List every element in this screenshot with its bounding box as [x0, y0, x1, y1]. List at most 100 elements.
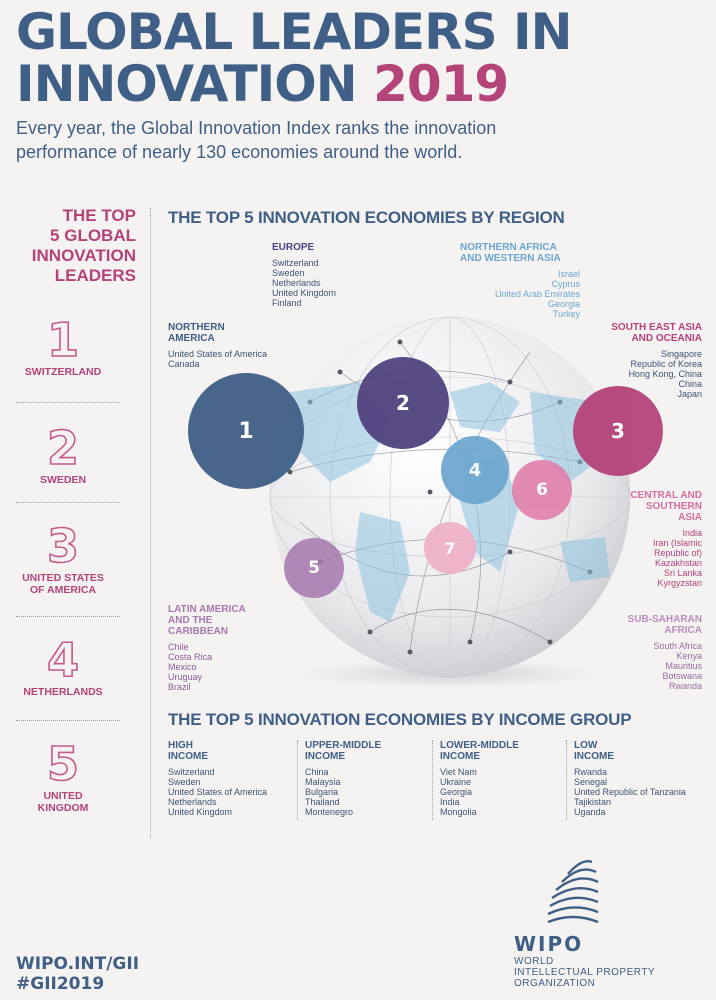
region-heading-line: SOUTHERN	[645, 501, 702, 512]
region-heading: SUB-SAHARAN AFRICA	[600, 614, 702, 636]
region-item: China	[678, 379, 702, 389]
region-marker-3: 3	[573, 386, 663, 476]
income-heading-line: INCOME	[574, 751, 614, 762]
region-heading-line: AMERICA	[168, 333, 215, 344]
region-heading-line: AND THE	[168, 615, 213, 626]
income-divider	[566, 740, 567, 820]
leaders-heading-line: THE TOP	[62, 206, 136, 225]
rank-country-line: OF AMERICA	[29, 584, 97, 596]
income-item: Switzerland	[168, 767, 215, 777]
region-heading-line: ASIA	[678, 512, 702, 523]
leaders-heading-line: INNOVATION	[31, 246, 136, 265]
region-item: Japan	[677, 389, 702, 399]
income-item: Rwanda	[574, 767, 608, 777]
region-item: Sri Lanka	[663, 568, 702, 578]
region-item: Kenya	[676, 651, 702, 661]
region-item: Georgia	[547, 299, 580, 309]
rank-country-line: SWEDEN	[39, 474, 87, 486]
income-item: China	[305, 767, 329, 777]
region-heading: EUROPE	[272, 242, 336, 253]
income-item: United Republic of Tanzania	[574, 787, 686, 797]
footer-link-website[interactable]: WIPO.INT/GII	[16, 954, 140, 974]
region-item: United Kingdom	[272, 288, 337, 298]
org-line: WORLD	[514, 956, 554, 967]
region-northern-america: NORTHERN AMERICA United States of Americ…	[168, 322, 267, 369]
income-item: United Kingdom	[168, 807, 233, 817]
region-item: Mexico	[168, 662, 197, 672]
leaders-heading: THE TOP 5 GLOBAL INNOVATION LEADERS	[16, 206, 136, 286]
region-item: Turkey	[552, 309, 580, 319]
leader-rank-1: 1 SWITZERLAND	[2, 313, 124, 378]
rank-country-line: NETHERLANDS	[23, 686, 103, 698]
leaders-column: THE TOP 5 GLOBAL INNOVATION LEADERS	[16, 206, 138, 286]
income-heading: LOW INCOME	[574, 740, 686, 762]
rank-separator	[16, 502, 120, 503]
region-heading-line: SOUTH EAST ASIA	[611, 322, 702, 333]
region-item: Cyprus	[551, 279, 580, 289]
income-item: Sweden	[168, 777, 201, 787]
region-heading-line: AFRICA	[664, 625, 702, 636]
leader-rank-5: 5 UNITED KINGDOM	[2, 739, 124, 814]
income-item: Thailand	[305, 797, 340, 807]
region-item: Singapore	[660, 349, 702, 359]
leaders-heading-line: 5 GLOBAL	[50, 226, 136, 245]
rank-number: 2	[46, 421, 80, 475]
leader-rank-4: 4 NETHERLANDS	[2, 635, 124, 698]
region-marker-4: 4	[441, 436, 509, 504]
title-year: 2019	[373, 55, 509, 113]
footer-link-hashtag[interactable]: #GII2019	[16, 974, 105, 994]
income-group-lower-middle: LOWER-MIDDLE INCOME Viet Nam Ukraine Geo…	[440, 740, 519, 817]
region-heading-line: CENTRAL AND	[630, 490, 702, 501]
region-item: Switzerland	[272, 258, 319, 268]
title-line-2-text: INNOVATION	[16, 55, 358, 113]
income-heading-line: INCOME	[168, 751, 208, 762]
region-item: Chile	[168, 642, 189, 652]
region-northern-africa: NORTHERN AFRICA AND WESTERN ASIA Israel …	[460, 242, 580, 319]
income-heading-line: HIGH	[168, 740, 193, 751]
region-item: South Africa	[653, 641, 702, 651]
region-item: Iran (Islamic	[652, 538, 702, 548]
rank-number: 1	[46, 313, 80, 367]
rank-country-line: UNITED	[43, 790, 83, 802]
income-heading: LOWER-MIDDLE INCOME	[440, 740, 519, 762]
region-europe: EUROPE Switzerland Sweden Netherlands Un…	[272, 242, 336, 308]
rank-country-line: KINGDOM	[37, 802, 89, 814]
income-item: Senegal	[574, 777, 608, 787]
income-heading-line: INCOME	[440, 751, 480, 762]
region-heading-line: SUB-SAHARAN	[627, 614, 702, 625]
region-marker-7: 7	[424, 522, 476, 574]
region-item: Sweden	[272, 268, 305, 278]
income-divider	[297, 740, 298, 820]
region-central-southern-asia: CENTRAL AND SOUTHERN ASIA India Iran (Is…	[600, 490, 702, 588]
region-heading: SOUTH EAST ASIA AND OCEANIA	[590, 322, 702, 344]
leader-rank-3: 3 UNITED STATES OF AMERICA	[2, 519, 124, 596]
income-item: United States of America	[168, 787, 268, 797]
wipo-org-name: WORLD INTELLECTUAL PROPERTY ORGANIZATION	[514, 956, 655, 989]
region-heading-line: AND WESTERN ASIA	[460, 253, 561, 264]
region-item: Mauritius	[665, 661, 702, 671]
rank-country-line: SWITZERLAND	[24, 366, 102, 378]
region-item: Botswana	[662, 671, 702, 681]
rank-country: SWEDEN	[2, 474, 124, 486]
page-title: GLOBAL LEADERS IN INNOVATION 2019	[16, 6, 706, 110]
rank-country: NETHERLANDS	[2, 686, 124, 698]
region-item: Kyrgyzstan	[657, 578, 702, 588]
region-item: Uruguay	[168, 672, 203, 682]
region-heading: NORTHERN AMERICA	[168, 322, 267, 344]
income-item: Montenegro	[305, 807, 354, 817]
region-item: Costa Rica	[168, 652, 213, 662]
region-latin-america: LATIN AMERICA AND THE CARIBBEAN Chile Co…	[168, 604, 246, 692]
wipo-logo-icon	[547, 860, 599, 924]
region-item: Finland	[272, 298, 302, 308]
wipo-wordmark: WIPO	[514, 932, 584, 956]
region-item: Republic of Korea	[630, 359, 702, 369]
income-item: Uganda	[574, 807, 606, 817]
rank-number: 3	[46, 519, 80, 573]
rank-country: UNITED STATES OF AMERICA	[2, 572, 124, 596]
income-heading-line: LOWER-MIDDLE	[440, 740, 519, 751]
income-heading-line: UPPER-MIDDLE	[305, 740, 382, 751]
region-heading: LATIN AMERICA AND THE CARIBBEAN	[168, 604, 246, 637]
region-heading-line: AND OCEANIA	[631, 333, 702, 344]
region-sub-saharan-africa: SUB-SAHARAN AFRICA South Africa Kenya Ma…	[600, 614, 702, 691]
column-divider	[150, 208, 151, 838]
